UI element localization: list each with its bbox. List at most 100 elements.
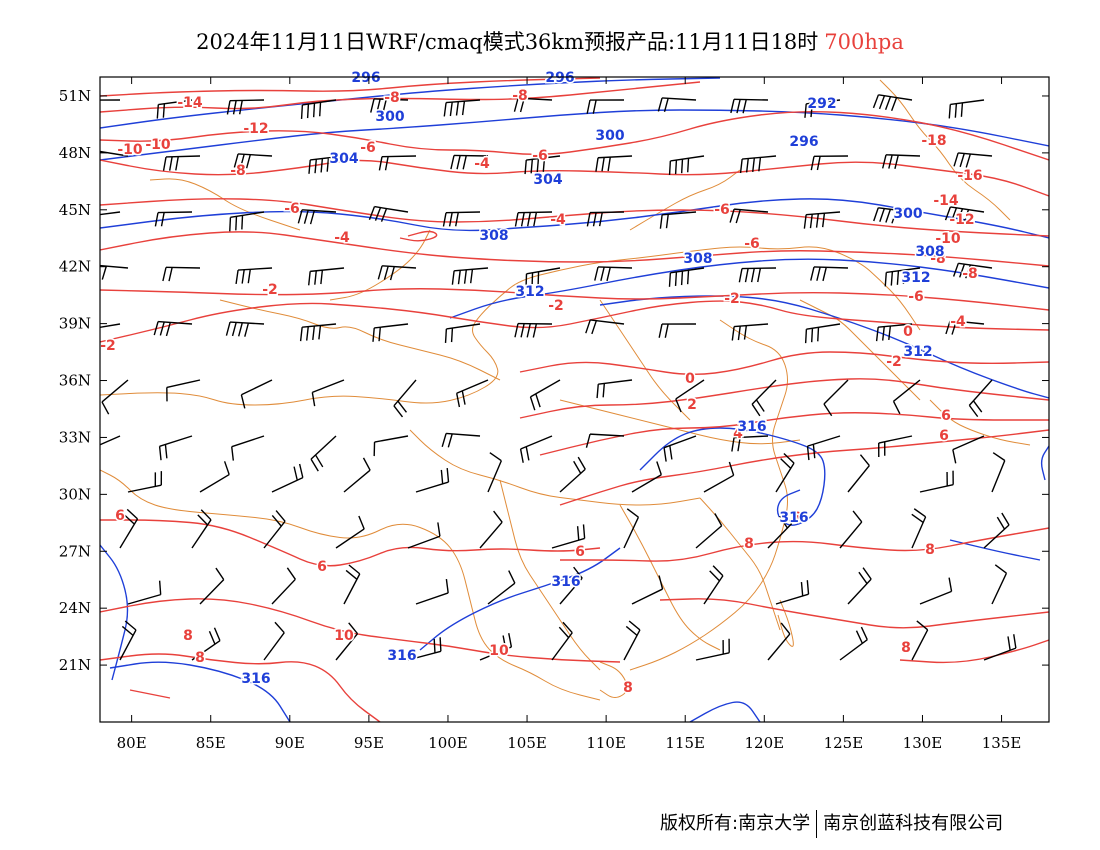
wind-barb (100, 435, 121, 446)
temperature-label: -2 (886, 354, 902, 370)
temperature-label: -8 (962, 266, 978, 282)
wind-barb (739, 155, 777, 174)
wind-barb (839, 510, 863, 549)
wind-barb (158, 435, 193, 461)
wind-barb (991, 564, 1008, 605)
wind-barb (100, 211, 121, 216)
geopotential-label: 312 (903, 344, 932, 360)
temperature-label: -6 (532, 148, 548, 164)
wind-barb (551, 621, 573, 661)
wind-barb (983, 512, 1010, 549)
wind-barb (952, 435, 985, 464)
wind-barb (695, 513, 723, 549)
wind-barb (585, 433, 625, 448)
wind-barb (226, 99, 265, 115)
geopotential-label: 292 (807, 96, 836, 112)
wind-barb (659, 211, 697, 229)
temperature-label: -2 (262, 282, 278, 298)
temperature-label: 6 (317, 559, 327, 575)
wind-barb (415, 468, 450, 493)
copyright-footer: 版权所有:南京大学 南京创蓝科技有限公司 (660, 809, 1003, 838)
wind-barb (479, 633, 513, 661)
lon-tick-label: 90E (275, 734, 305, 752)
wind-barb (878, 435, 913, 458)
wind-barb (919, 470, 954, 493)
temperature-label: 6 (941, 408, 951, 424)
lat-tick-label: 39N (59, 315, 91, 333)
temperature-line (100, 519, 601, 567)
boundary-line (100, 246, 921, 406)
temperature-label: 8 (623, 680, 633, 696)
map-title: 2024年11月11日WRF/cmaq模式36km预报产品:11月11日18时 7… (0, 26, 1100, 56)
wind-barb (199, 567, 225, 605)
wind-barb (948, 99, 985, 119)
temperature-label: -4 (474, 156, 490, 172)
wind-barb (479, 510, 503, 549)
temperature-line (399, 230, 438, 242)
geopotential-line (100, 109, 1049, 161)
temperature-line (100, 300, 1049, 343)
temperature-labels: -14 -10 -12 -10 -8 -8 -8 -6 -6 -6 -4 -4 -6 -6 -4 -2 -2 -2… (99, 87, 984, 698)
boundary-line (629, 319, 788, 671)
geopotential-line (100, 77, 721, 129)
wind-barb (372, 323, 409, 342)
lon-tick-label: 110E (586, 734, 626, 752)
geopotential-label: 296 (545, 70, 574, 86)
lon-tick-label: 105E (507, 734, 547, 752)
lon-tick-label: 120E (745, 734, 785, 752)
boundary-line (777, 599, 794, 647)
temperature-label: -2 (100, 338, 116, 354)
wind-barb (596, 379, 633, 399)
temperature-line (559, 429, 1049, 506)
lat-tick-label: 27N (59, 542, 91, 560)
wind-barb (823, 379, 849, 417)
wind-barb (127, 580, 162, 605)
title-level: 700hpa (824, 30, 904, 54)
wind-barb (311, 379, 345, 407)
wind-barb (263, 621, 285, 661)
geopotential-label: 300 (375, 109, 404, 125)
wind-barb (263, 510, 286, 549)
wind-barb (882, 154, 921, 169)
wind-barb (551, 524, 586, 549)
temperature-label: -2 (548, 298, 564, 314)
temperature-label: 8 (183, 628, 193, 644)
wind-barb (668, 155, 705, 175)
geopotential-labels: 296 296 292 300 300 304 304 296 308 300 308 312 312 3… (240, 69, 946, 689)
temperature-label: -12 (243, 121, 268, 137)
wind-barb (455, 379, 489, 408)
wind-barb (393, 379, 417, 418)
wind-barb (100, 323, 121, 329)
wind-barb (271, 567, 296, 605)
wind-barb (443, 99, 481, 117)
temperature-label: -6 (744, 236, 760, 252)
wind-barb (585, 319, 625, 335)
plot-frame (99, 76, 1050, 723)
wind-barb (300, 99, 337, 120)
temperature-line (100, 159, 1049, 197)
temperature-label: -10 (935, 231, 961, 247)
boundary-line (929, 399, 1031, 446)
temperature-line (100, 110, 1049, 161)
temperature-label: 6 (575, 544, 585, 560)
axis-ticks: 80E 85E 90E 95E 100E 105E 110E 115E 120E 125E 130E… (59, 77, 1049, 752)
wind-barb (154, 211, 193, 227)
wind-barb (377, 265, 417, 281)
wind-barb (524, 155, 561, 175)
geopotential-label: 312 (515, 284, 544, 300)
wind-barb (525, 267, 561, 288)
geopotential-label: 316 (241, 671, 270, 687)
wind-barb (945, 319, 985, 335)
wind-barb (487, 570, 516, 605)
title-text: 2024年11月11日WRF/cmaq模式36km预报产品:11月11日18时 (196, 30, 819, 54)
wind-barb (695, 638, 730, 661)
temperature-label: -14 (933, 193, 959, 209)
lat-tick-label: 36N (59, 372, 91, 390)
lon-tick-label: 80E (117, 734, 147, 752)
wind-barb (191, 509, 212, 549)
wind-barb (944, 206, 985, 224)
temperature-label: 0 (685, 371, 695, 387)
wind-barb (911, 508, 927, 549)
geopotential-line (689, 701, 761, 722)
